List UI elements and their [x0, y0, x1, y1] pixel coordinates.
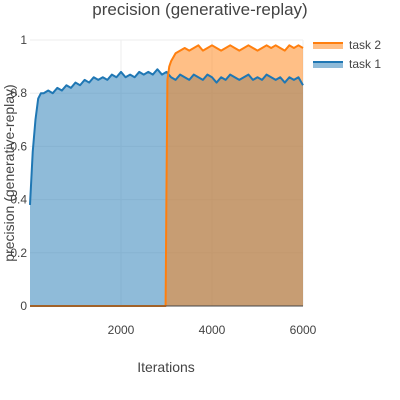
chart-title: precision (generative-replay) [92, 0, 307, 19]
y-tick-label: 0.4 [10, 193, 27, 207]
legend-item-task-1[interactable]: task 1 [313, 57, 381, 71]
line-task-1 [29, 68, 304, 205]
x-tick-label: 6000 [290, 323, 317, 337]
legend-label-task-1: task 1 [349, 57, 381, 71]
legend-swatch-task-1 [313, 62, 343, 68]
x-tick-label: 4000 [199, 323, 226, 337]
y-tick-label: 0 [20, 299, 27, 313]
line-task-2 [30, 44, 304, 307]
y-axis-title: precision (generative-replay) [1, 84, 17, 261]
x-tick-label: 2000 [108, 323, 135, 337]
series-lines [29, 44, 304, 307]
legend-item-task-2[interactable]: task 2 [313, 38, 381, 52]
y-tick-label: 1 [20, 33, 27, 47]
legend-label-task-2: task 2 [349, 38, 381, 52]
y-tick-label: 0.8 [10, 86, 27, 100]
legend-swatch-task-2 [313, 43, 343, 49]
legend[interactable]: task 2 task 1 [313, 38, 381, 71]
x-axis-title: Iterations [137, 359, 195, 375]
y-tick-label: 0.6 [10, 139, 27, 153]
area-task-2 [30, 45, 303, 306]
axes: 0 0.2 0.4 0.6 0.8 1 2000 4000 6000 [10, 33, 316, 337]
y-tick-label: 0.2 [10, 246, 27, 260]
